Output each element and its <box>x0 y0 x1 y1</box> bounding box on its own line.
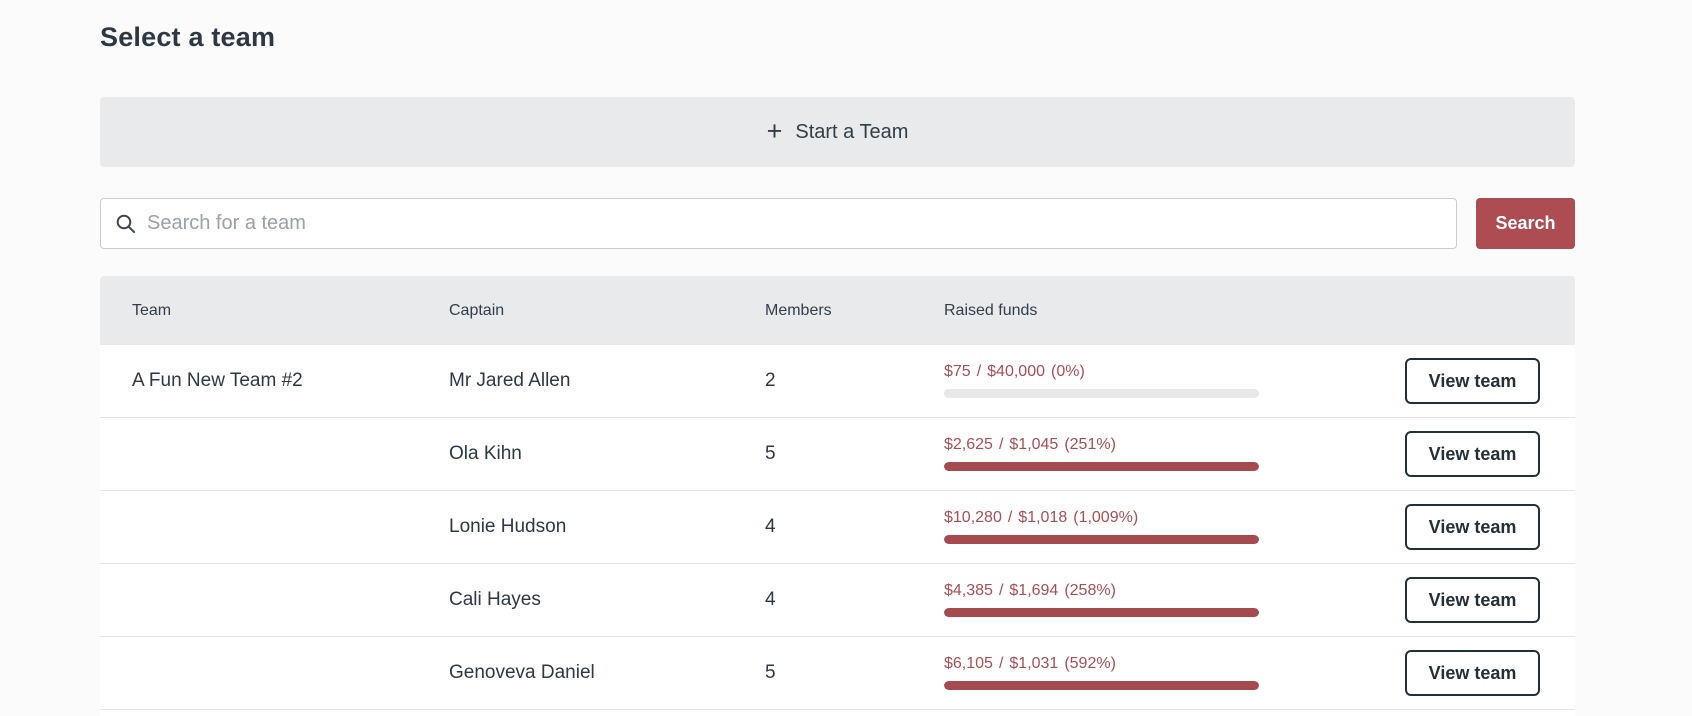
raised-funds-cell: $75 / $40,000 (0%) <box>944 364 1405 398</box>
view-team-button[interactable]: View team <box>1405 431 1540 477</box>
fund-separator: / <box>998 655 1004 672</box>
fund-percent: (0%) <box>1051 363 1085 380</box>
column-header-raised-funds: Raised funds <box>944 301 1038 319</box>
captain-cell: Cali Hayes <box>449 589 541 610</box>
fund-separator: / <box>998 436 1004 453</box>
action-cell: View team <box>1405 504 1575 550</box>
progress-bar-fill <box>944 462 1259 471</box>
raised-funds-cell: $4,385 / $1,694 (258%) <box>944 583 1405 617</box>
column-header-captain: Captain <box>449 301 505 319</box>
raised-funds-text: $4,385 / $1,694 (258%) <box>944 583 1405 599</box>
fund-goal: $1,018 <box>1018 509 1068 526</box>
progress-bar-track <box>944 608 1259 617</box>
team-name-cell: A Fun New Team #2 <box>132 370 303 391</box>
page-title: Select a team <box>100 22 276 52</box>
table-body: A Fun New Team #2 Mr Jared Allen 2 $75 /… <box>100 345 1575 710</box>
raised-funds-text: $2,625 / $1,045 (251%) <box>944 437 1405 453</box>
members-cell: 5 <box>765 662 776 683</box>
view-team-button[interactable]: View team <box>1405 358 1540 404</box>
members-cell: 5 <box>765 443 776 464</box>
fund-percent: (251%) <box>1064 436 1116 453</box>
members-cell: 4 <box>765 516 776 537</box>
raised-funds-text: $6,105 / $1,031 (592%) <box>944 656 1405 672</box>
action-cell: View team <box>1405 431 1575 477</box>
search-input[interactable] <box>147 212 1442 235</box>
fund-raised: $10,280 <box>944 509 1002 526</box>
fund-raised: $6,105 <box>944 655 993 672</box>
search-button[interactable]: Search <box>1476 198 1575 249</box>
members-cell: 2 <box>765 370 776 391</box>
table-row-partial <box>100 710 1575 716</box>
action-cell: View team <box>1405 358 1575 404</box>
table-row: Cali Hayes 4 $4,385 / $1,694 (258%) View… <box>100 564 1575 637</box>
teams-table: Team Captain Members Raised funds A Fun … <box>100 276 1575 716</box>
captain-cell: Lonie Hudson <box>449 516 567 537</box>
action-cell: View team <box>1405 577 1575 623</box>
progress-bar-track <box>944 535 1259 544</box>
search-box[interactable] <box>100 198 1457 249</box>
table-header: Team Captain Members Raised funds <box>100 276 1575 345</box>
fund-raised: $4,385 <box>944 582 993 599</box>
progress-bar-fill <box>944 608 1259 617</box>
progress-bar-fill <box>944 681 1259 690</box>
select-team-page: Select a team + Start a Team Search Team… <box>100 0 1575 716</box>
fund-percent: (258%) <box>1064 582 1116 599</box>
action-cell: View team <box>1405 650 1575 696</box>
progress-bar-track <box>944 389 1259 398</box>
table-row: A Fun New Team #2 Mr Jared Allen 2 $75 /… <box>100 345 1575 418</box>
table-row: Lonie Hudson 4 $10,280 / $1,018 (1,009%)… <box>100 491 1575 564</box>
search-row: Search <box>100 198 1575 249</box>
fund-raised: $2,625 <box>944 436 993 453</box>
raised-funds-text: $10,280 / $1,018 (1,009%) <box>944 510 1405 526</box>
column-header-members: Members <box>765 301 832 319</box>
table-row: Genoveva Daniel 5 $6,105 / $1,031 (592%)… <box>100 637 1575 710</box>
fund-goal: $1,694 <box>1009 582 1059 599</box>
fund-goal: $1,031 <box>1009 655 1059 672</box>
fund-separator: / <box>976 363 982 380</box>
fund-raised: $75 <box>944 363 971 380</box>
fund-goal: $1,045 <box>1009 436 1059 453</box>
progress-bar-track <box>944 681 1259 690</box>
table-row: Ola Kihn 5 $2,625 / $1,045 (251%) View t… <box>100 418 1575 491</box>
raised-funds-cell: $2,625 / $1,045 (251%) <box>944 437 1405 471</box>
fund-separator: / <box>1007 509 1013 526</box>
plus-icon: + <box>766 115 783 146</box>
fund-percent: (1,009%) <box>1073 509 1139 526</box>
fund-goal: $40,000 <box>987 363 1045 380</box>
start-a-team-label: Start a Team <box>795 120 909 143</box>
raised-funds-text: $75 / $40,000 (0%) <box>944 364 1405 380</box>
progress-bar-track <box>944 462 1259 471</box>
raised-funds-cell: $6,105 / $1,031 (592%) <box>944 656 1405 690</box>
progress-bar-fill <box>944 535 1259 544</box>
view-team-button[interactable]: View team <box>1405 577 1540 623</box>
captain-cell: Genoveva Daniel <box>449 662 595 683</box>
captain-cell: Ola Kihn <box>449 443 522 464</box>
column-header-team: Team <box>132 301 172 319</box>
fund-separator: / <box>998 582 1004 599</box>
fund-percent: (592%) <box>1064 655 1116 672</box>
members-cell: 4 <box>765 589 776 610</box>
search-icon <box>116 214 135 233</box>
captain-cell: Mr Jared Allen <box>449 370 571 391</box>
view-team-button[interactable]: View team <box>1405 650 1540 696</box>
raised-funds-cell: $10,280 / $1,018 (1,009%) <box>944 510 1405 544</box>
start-a-team-button[interactable]: + Start a Team <box>100 97 1575 167</box>
view-team-button[interactable]: View team <box>1405 504 1540 550</box>
